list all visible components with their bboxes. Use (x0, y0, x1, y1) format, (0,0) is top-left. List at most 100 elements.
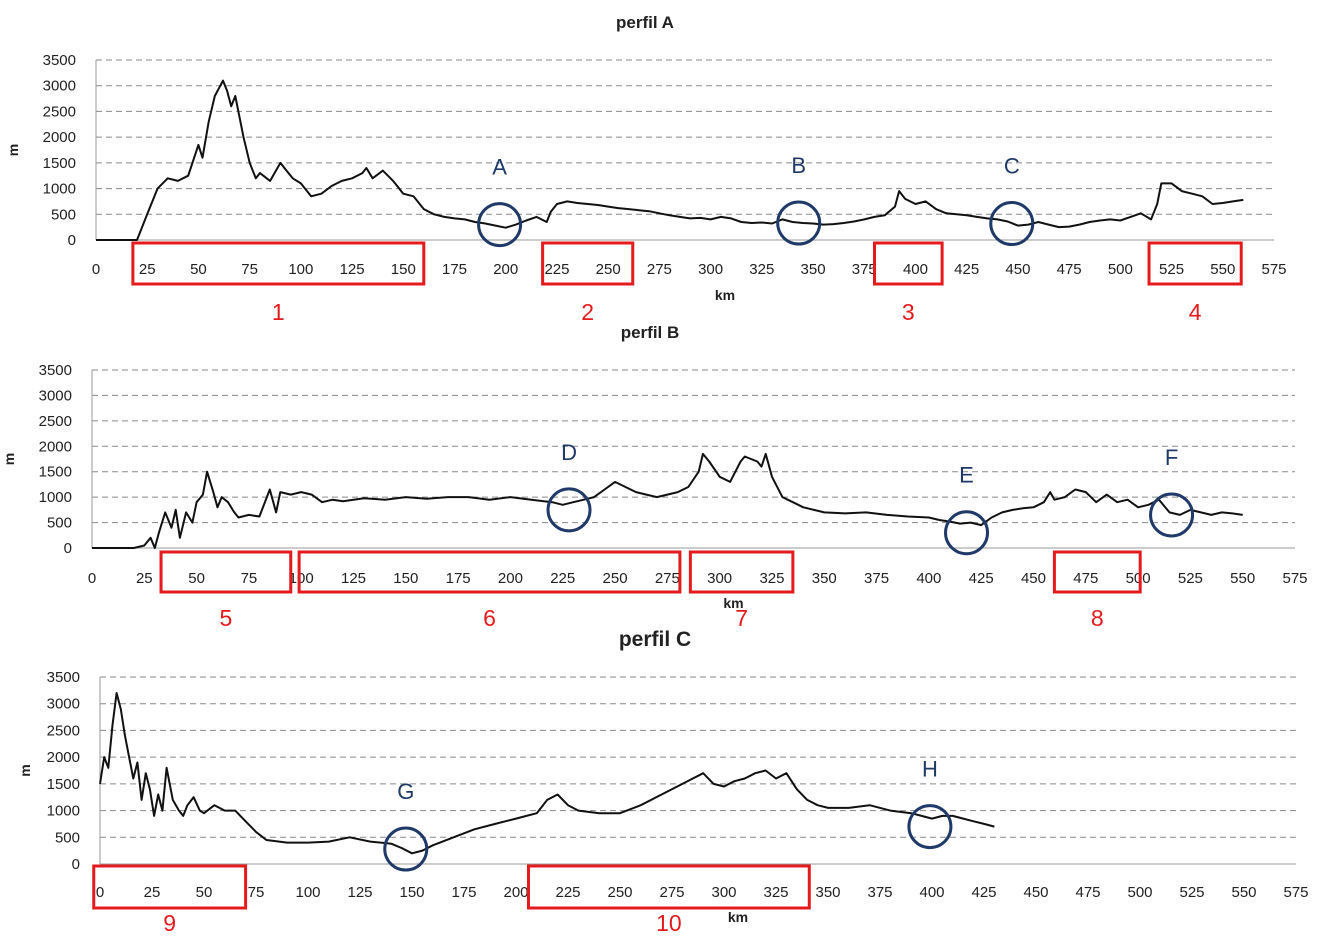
y-tick-label: 1500 (39, 464, 72, 481)
y-tick-label: 0 (68, 232, 76, 249)
x-tick-label: 275 (659, 884, 684, 901)
x-tick-label: 400 (903, 261, 928, 278)
region-box-7 (688, 550, 795, 594)
region-box-label-9: 9 (163, 910, 176, 936)
x-tick-label: 175 (442, 261, 467, 278)
x-tick-label: 150 (393, 570, 418, 587)
x-axis-label: km (728, 909, 748, 925)
elevation-series-line (92, 452, 1243, 549)
x-tick-label: 175 (446, 570, 471, 587)
x-tick-label: 300 (698, 261, 723, 278)
marker-circle-E (944, 510, 990, 556)
y-tick-label: 3000 (47, 696, 80, 713)
region-box-label-10: 10 (656, 910, 682, 936)
y-tick-label: 2500 (43, 103, 76, 120)
x-tick-label: 275 (647, 261, 672, 278)
x-tick-label: 375 (852, 261, 877, 278)
x-tick-label: 400 (919, 884, 944, 901)
y-tick-label: 2500 (47, 722, 80, 739)
x-tick-label: 350 (812, 570, 837, 587)
x-tick-label: 425 (954, 261, 979, 278)
x-tick-label: 200 (493, 261, 518, 278)
marker-circle-H (907, 804, 953, 850)
y-tick-label: 2000 (47, 749, 80, 766)
x-tick-label: 400 (916, 570, 941, 587)
y-tick-label: 3000 (43, 78, 76, 95)
region-box-label-2: 2 (581, 299, 594, 325)
region-box-8 (1052, 550, 1142, 594)
x-tick-label: 50 (190, 261, 207, 278)
x-tick-label: 300 (711, 884, 736, 901)
y-tick-label: 1000 (47, 803, 80, 820)
x-tick-label: 0 (88, 570, 96, 587)
x-tick-label: 550 (1231, 884, 1256, 901)
region-box-label-1: 1 (272, 299, 285, 325)
x-tick-label: 450 (1021, 570, 1046, 587)
y-tick-label: 2500 (39, 413, 72, 430)
marker-circle-D (546, 487, 592, 533)
x-tick-label: 500 (1126, 570, 1151, 587)
x-tick-label: 575 (1283, 884, 1308, 901)
region-box-9 (92, 864, 248, 910)
marker-circle-B (776, 200, 822, 246)
x-tick-label: 475 (1057, 261, 1082, 278)
x-tick-label: 300 (707, 570, 732, 587)
x-tick-label: 475 (1073, 570, 1098, 587)
x-tick-label: 575 (1282, 570, 1307, 587)
x-tick-label: 150 (399, 884, 424, 901)
y-tick-label: 500 (55, 829, 80, 846)
chart-title-perfil-a: perfil A (616, 13, 674, 32)
region-box-5 (159, 550, 293, 594)
x-tick-label: 0 (96, 884, 104, 901)
region-box-1 (131, 241, 426, 286)
x-tick-label: 225 (550, 570, 575, 587)
y-tick-label: 0 (64, 540, 72, 557)
region-box-label-6: 6 (483, 605, 496, 631)
x-tick-label: 250 (607, 884, 632, 901)
x-tick-label: 250 (596, 261, 621, 278)
x-tick-label: 200 (498, 570, 523, 587)
x-tick-label: 425 (971, 884, 996, 901)
region-box-3 (873, 241, 944, 286)
y-axis-label: m (5, 144, 21, 156)
x-tick-label: 0 (92, 261, 100, 278)
x-axis-label: km (715, 287, 735, 303)
x-tick-label: 450 (1005, 261, 1030, 278)
marker-circle-label-D: D (561, 440, 577, 465)
x-tick-label: 50 (188, 570, 205, 587)
x-tick-label: 325 (749, 261, 774, 278)
y-tick-label: 2000 (39, 438, 72, 455)
y-tick-label: 3000 (39, 387, 72, 404)
x-tick-label: 375 (867, 884, 892, 901)
chart-title-perfil-c: perfil C (619, 628, 691, 651)
marker-circle-label-H: H (922, 757, 938, 782)
x-tick-label: 250 (603, 570, 628, 587)
x-tick-label: 225 (555, 884, 580, 901)
x-tick-label: 125 (340, 261, 365, 278)
marker-circle-label-A: A (492, 155, 507, 180)
x-tick-label: 500 (1127, 884, 1152, 901)
x-tick-label: 75 (241, 570, 258, 587)
region-box-label-3: 3 (902, 299, 915, 325)
x-tick-label: 375 (864, 570, 889, 587)
chart-title-perfil-b: perfil B (621, 323, 680, 342)
region-box-4 (1147, 241, 1243, 286)
marker-circle-A (477, 202, 523, 248)
marker-circle-label-E: E (959, 463, 974, 488)
x-tick-label: 500 (1108, 261, 1133, 278)
x-tick-label: 225 (544, 261, 569, 278)
x-tick-label: 100 (288, 261, 313, 278)
x-tick-label: 550 (1210, 261, 1235, 278)
x-tick-label: 25 (136, 570, 153, 587)
x-tick-label: 425 (969, 570, 994, 587)
x-tick-label: 350 (801, 261, 826, 278)
x-tick-label: 25 (139, 261, 156, 278)
x-tick-label: 525 (1159, 261, 1184, 278)
region-box-label-5: 5 (220, 605, 233, 631)
marker-circle-label-F: F (1165, 445, 1178, 470)
y-axis-label: m (17, 764, 33, 776)
x-tick-label: 525 (1178, 570, 1203, 587)
y-tick-label: 3500 (39, 362, 72, 379)
